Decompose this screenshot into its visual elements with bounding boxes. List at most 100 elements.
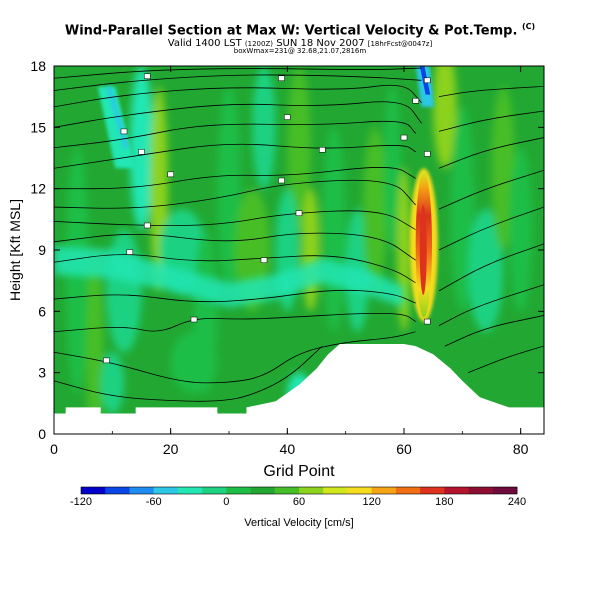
velocity-patch <box>106 229 142 353</box>
theta-contour <box>54 74 422 91</box>
colorbar-tick-label: -60 <box>146 496 162 508</box>
contour-label <box>190 316 198 323</box>
x-tick-label: 80 <box>513 441 529 457</box>
downdraft-band <box>54 245 404 308</box>
colorbar-cell <box>153 487 179 494</box>
theta-contours <box>54 67 544 402</box>
theta-contour <box>54 167 416 190</box>
contour-label <box>138 149 145 155</box>
downdraft-streak-left <box>97 86 136 169</box>
colorbar-cell <box>202 487 227 494</box>
y-tick-label: 0 <box>38 426 46 442</box>
colorbar-cell <box>323 487 348 494</box>
colorbar-cell <box>395 487 421 494</box>
colorbar-cell <box>81 487 106 494</box>
subtitle-date: SUN 18 Nov 2007 <box>276 38 365 49</box>
velocity-patch <box>491 86 515 250</box>
y-tick-label: 12 <box>30 181 46 197</box>
contour-label <box>319 147 326 153</box>
chart-title: Wind-Parallel Section at Max W: Vertical… <box>0 22 600 38</box>
colorbar-tick-label: 0 <box>223 496 229 508</box>
colorbar-cell <box>274 487 300 494</box>
velocity-patch <box>322 127 346 332</box>
colorbar-tick-label: 120 <box>362 496 380 508</box>
updraft-core <box>419 205 427 295</box>
contour-label <box>278 75 285 82</box>
theta-contour <box>438 243 544 292</box>
theta-contour <box>438 110 544 132</box>
colorbar-tick-label: 60 <box>293 496 305 508</box>
subtitle-valid: Valid 1400 LST <box>167 38 242 49</box>
theta-contour <box>438 137 544 169</box>
chart-title-text: Wind-Parallel Section at Max W: Vertical… <box>64 23 518 39</box>
theta-contour <box>444 315 544 347</box>
theta-contour <box>54 84 422 108</box>
colorbar-tick-label: 180 <box>435 496 453 508</box>
colorbar: -120 -60 0 60 120 180 240 <box>70 486 526 508</box>
contour-label <box>412 98 419 104</box>
colorbar-cell <box>468 487 494 494</box>
velocity-patch <box>170 331 218 394</box>
x-tick-label: 0 <box>50 441 58 457</box>
velocity-patch <box>450 106 475 312</box>
contour-label <box>260 257 268 263</box>
contour-label <box>120 128 128 135</box>
velocity-patch <box>433 66 457 169</box>
x-tick-label: 60 <box>396 441 412 457</box>
theta-contour <box>54 331 416 384</box>
colorbar-cell <box>444 487 469 494</box>
colorbar-cell <box>129 487 155 494</box>
colorbar-tick-label: -120 <box>70 496 92 508</box>
theta-contour <box>54 345 323 402</box>
colorbar-tick-label: 240 <box>508 496 526 508</box>
contour-label <box>284 114 291 120</box>
subtitle-utc: (1200Z) <box>244 40 273 48</box>
theta-contour <box>438 86 544 98</box>
y-axis-label: Height [Kft MSL] <box>7 199 23 301</box>
subtitle-forecast: [18hrFcst@0047z] <box>367 40 433 48</box>
contour-label <box>400 134 408 141</box>
velocity-patch <box>100 352 125 414</box>
x-tick-label: 20 <box>163 441 179 457</box>
theta-contour <box>54 67 422 79</box>
velocity-patch <box>217 86 241 291</box>
velocity-patch <box>363 127 387 291</box>
velocity-patch <box>129 66 154 230</box>
colorbar-cell <box>105 487 130 494</box>
y-tick-label: 18 <box>30 58 46 74</box>
contour-label <box>144 73 151 79</box>
colorbar-cell <box>299 487 324 494</box>
x-axis-label: Grid Point <box>263 463 335 480</box>
x-tick-label: 40 <box>280 441 296 457</box>
colorbar-frame <box>80 486 518 495</box>
chart-subtitle-2: boxWmax=231@ 32.68,21.07,2816m <box>233 47 367 55</box>
colorbar-label: Vertical Velocity [cm/s] <box>244 517 353 529</box>
velocity-patch <box>509 147 533 312</box>
theta-contour <box>54 120 416 149</box>
theta-contour <box>54 289 416 304</box>
contour-label <box>295 210 303 216</box>
colorbar-cell <box>250 487 276 494</box>
theta-contour <box>54 143 416 169</box>
contour-label <box>167 171 174 178</box>
theta-contour <box>438 284 544 326</box>
contour-label <box>424 151 431 157</box>
y-tick-label: 15 <box>30 119 46 135</box>
chart-title-mark: (C) <box>521 22 536 31</box>
contour-label <box>278 177 285 184</box>
plot-area <box>54 66 544 434</box>
colorbar-cell <box>226 487 251 494</box>
contour-label <box>424 318 431 325</box>
contour-label <box>144 222 151 229</box>
colorbar-cell <box>420 487 445 494</box>
velocity-patch <box>287 66 311 230</box>
theta-contour <box>54 179 416 209</box>
theta-contour <box>54 101 422 128</box>
theta-contour <box>438 206 544 251</box>
colorbar-cell <box>371 487 397 494</box>
contour-label <box>424 77 431 84</box>
velocity-texture <box>65 66 533 434</box>
terrain <box>54 344 544 434</box>
theta-contour <box>468 345 544 374</box>
